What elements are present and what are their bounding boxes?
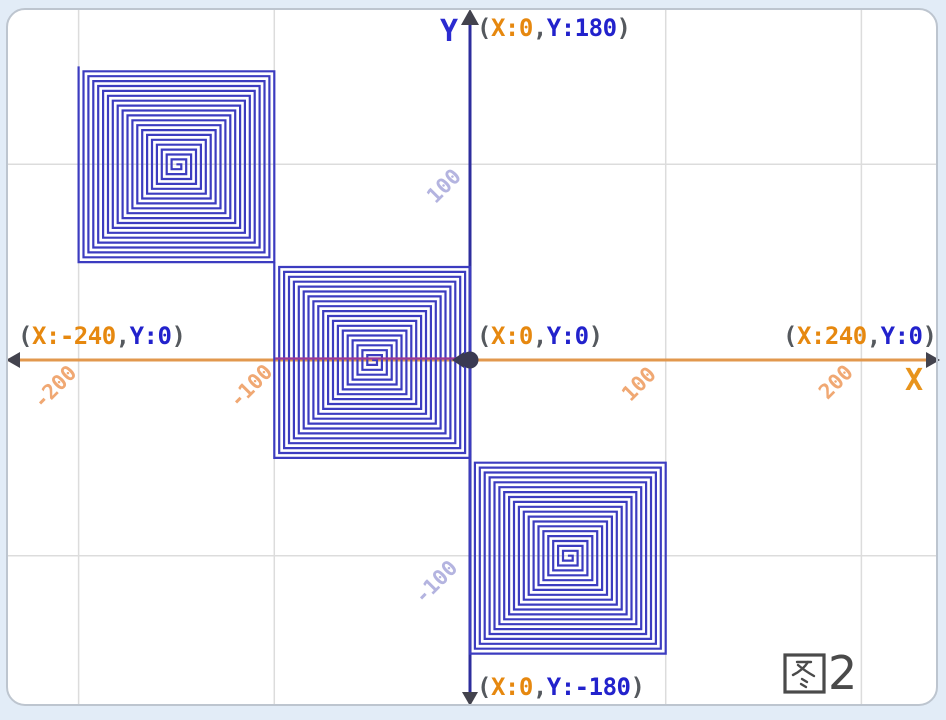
- coord-label-bottom: (X:0,Y:-180): [477, 673, 645, 701]
- origin-pointer: [452, 352, 464, 368]
- paren-close: ): [171, 322, 186, 350]
- figure-caption: 2: [781, 650, 857, 696]
- coord-y-value: Y:0: [880, 322, 923, 350]
- coord-x-value: X:0: [490, 322, 533, 350]
- stage-drawing-layer: [7, 9, 937, 705]
- paren-close: ): [588, 322, 603, 350]
- comma: ,: [866, 322, 881, 350]
- comma: ,: [532, 322, 547, 350]
- x-axis-label: X: [905, 363, 924, 398]
- paren-open: (: [18, 322, 32, 350]
- coord-y-value: Y:0: [129, 322, 172, 350]
- paren-open: (: [477, 673, 491, 701]
- coord-label-origin: (X:0,Y:0): [477, 323, 603, 349]
- paren-open: (: [477, 14, 491, 42]
- coord-x-value: X:240: [796, 322, 867, 350]
- coord-y-value: Y:-180: [546, 673, 631, 701]
- figure-number: 2: [828, 646, 858, 700]
- comma: ,: [115, 322, 130, 350]
- stage-border: [6, 8, 938, 706]
- coord-label-right: (X:240,Y:0): [783, 322, 937, 350]
- x-axis-arrow-right-icon: [926, 352, 940, 368]
- square-spiral: [77, 66, 276, 264]
- paren-close: ): [630, 673, 645, 701]
- comma: ,: [532, 14, 547, 42]
- coord-label-top: (X:0,Y:180): [477, 14, 631, 42]
- coord-y-value: Y:0: [546, 322, 589, 350]
- paren-close: ): [922, 322, 937, 350]
- x-axis-arrow-left-icon: [6, 352, 20, 368]
- comma: ,: [532, 673, 547, 701]
- coord-y-value: Y:180: [546, 14, 617, 42]
- y-axis-arrow-down-icon: [462, 692, 478, 706]
- coord-label-left: (X:-240,Y:0): [18, 322, 186, 350]
- coord-x-value: X:0: [490, 673, 533, 701]
- paren-close: ): [616, 14, 631, 42]
- coord-x-value: X:0: [490, 14, 533, 42]
- square-spiral: [468, 457, 667, 655]
- origin-dot: [461, 351, 479, 369]
- paren-open: (: [477, 322, 491, 350]
- coord-x-value: X:-240: [31, 322, 116, 350]
- square-spiral: [273, 262, 472, 459]
- paren-open: (: [783, 322, 797, 350]
- y-axis-arrow-up-icon: [461, 9, 479, 25]
- figure-char-glyph: [783, 653, 826, 694]
- y-axis-label: Y: [440, 14, 459, 49]
